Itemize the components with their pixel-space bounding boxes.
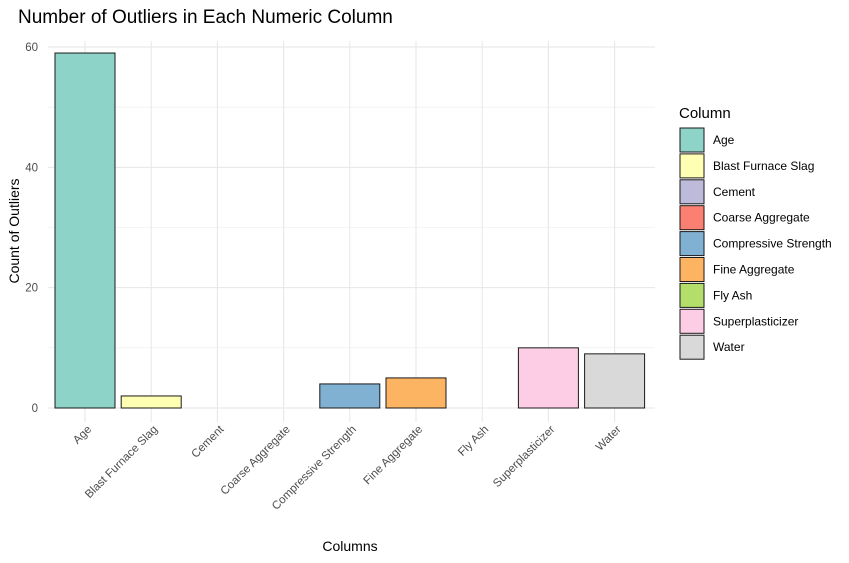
legend-key xyxy=(679,153,705,179)
bar xyxy=(319,383,381,409)
legend-label: Fly Ash xyxy=(713,288,752,302)
x-tick-label: Fly Ash xyxy=(456,424,491,459)
bar xyxy=(54,52,116,409)
legend-label: Age xyxy=(713,133,735,147)
legend-key xyxy=(679,334,705,360)
y-tick-label: 0 xyxy=(32,403,38,415)
legend-key xyxy=(679,308,705,334)
legend-label: Compressive Strength xyxy=(713,237,832,251)
bar xyxy=(120,395,182,409)
x-tick-label: Fine Aggregate xyxy=(361,424,425,488)
legend-items: Age Blast Furnace Slag Cement Coarse Aggreg… xyxy=(679,127,832,360)
bar xyxy=(385,377,447,409)
bar xyxy=(584,353,646,409)
x-tick-label: Cement xyxy=(190,423,228,461)
legend-title: Column xyxy=(679,105,731,122)
legend-key xyxy=(679,257,705,282)
y-tick-label: 20 xyxy=(25,283,38,295)
legend-label: Water xyxy=(713,340,745,354)
grid-lines xyxy=(48,40,655,422)
x-tick-label: Coarse Aggregate xyxy=(219,424,293,498)
x-tick-label: Superplasticizer xyxy=(491,424,557,490)
legend-key xyxy=(679,179,705,205)
legend-key xyxy=(679,205,705,231)
y-tick-label: 60 xyxy=(25,42,38,54)
bars xyxy=(54,52,646,409)
legend-label: Fine Aggregate xyxy=(713,263,795,277)
legend-key xyxy=(679,127,705,153)
legend-label: Blast Furnace Slag xyxy=(713,159,814,173)
x-tick-label: Age xyxy=(71,424,94,447)
x-axis-label: Columns xyxy=(322,538,377,554)
y-tick-labels: 0 20 40 60 xyxy=(25,42,38,415)
x-tick-label: Blast Furnace Slag xyxy=(83,424,160,501)
y-axis-label: Count of Outliers xyxy=(6,178,22,283)
bar xyxy=(517,347,579,409)
legend-key xyxy=(679,282,705,308)
legend-label: Superplasticizer xyxy=(713,314,798,328)
chart-title: Number of Outliers in Each Numeric Colum… xyxy=(18,7,393,28)
legend: Column Age Blast Furnace Slag Cement Coarse… xyxy=(679,105,832,360)
legend-key xyxy=(679,231,705,257)
legend-label: Coarse Aggregate xyxy=(713,211,810,225)
x-tick-label: Water xyxy=(594,424,624,454)
y-tick-label: 40 xyxy=(25,162,38,174)
legend-label: Cement xyxy=(713,185,756,199)
